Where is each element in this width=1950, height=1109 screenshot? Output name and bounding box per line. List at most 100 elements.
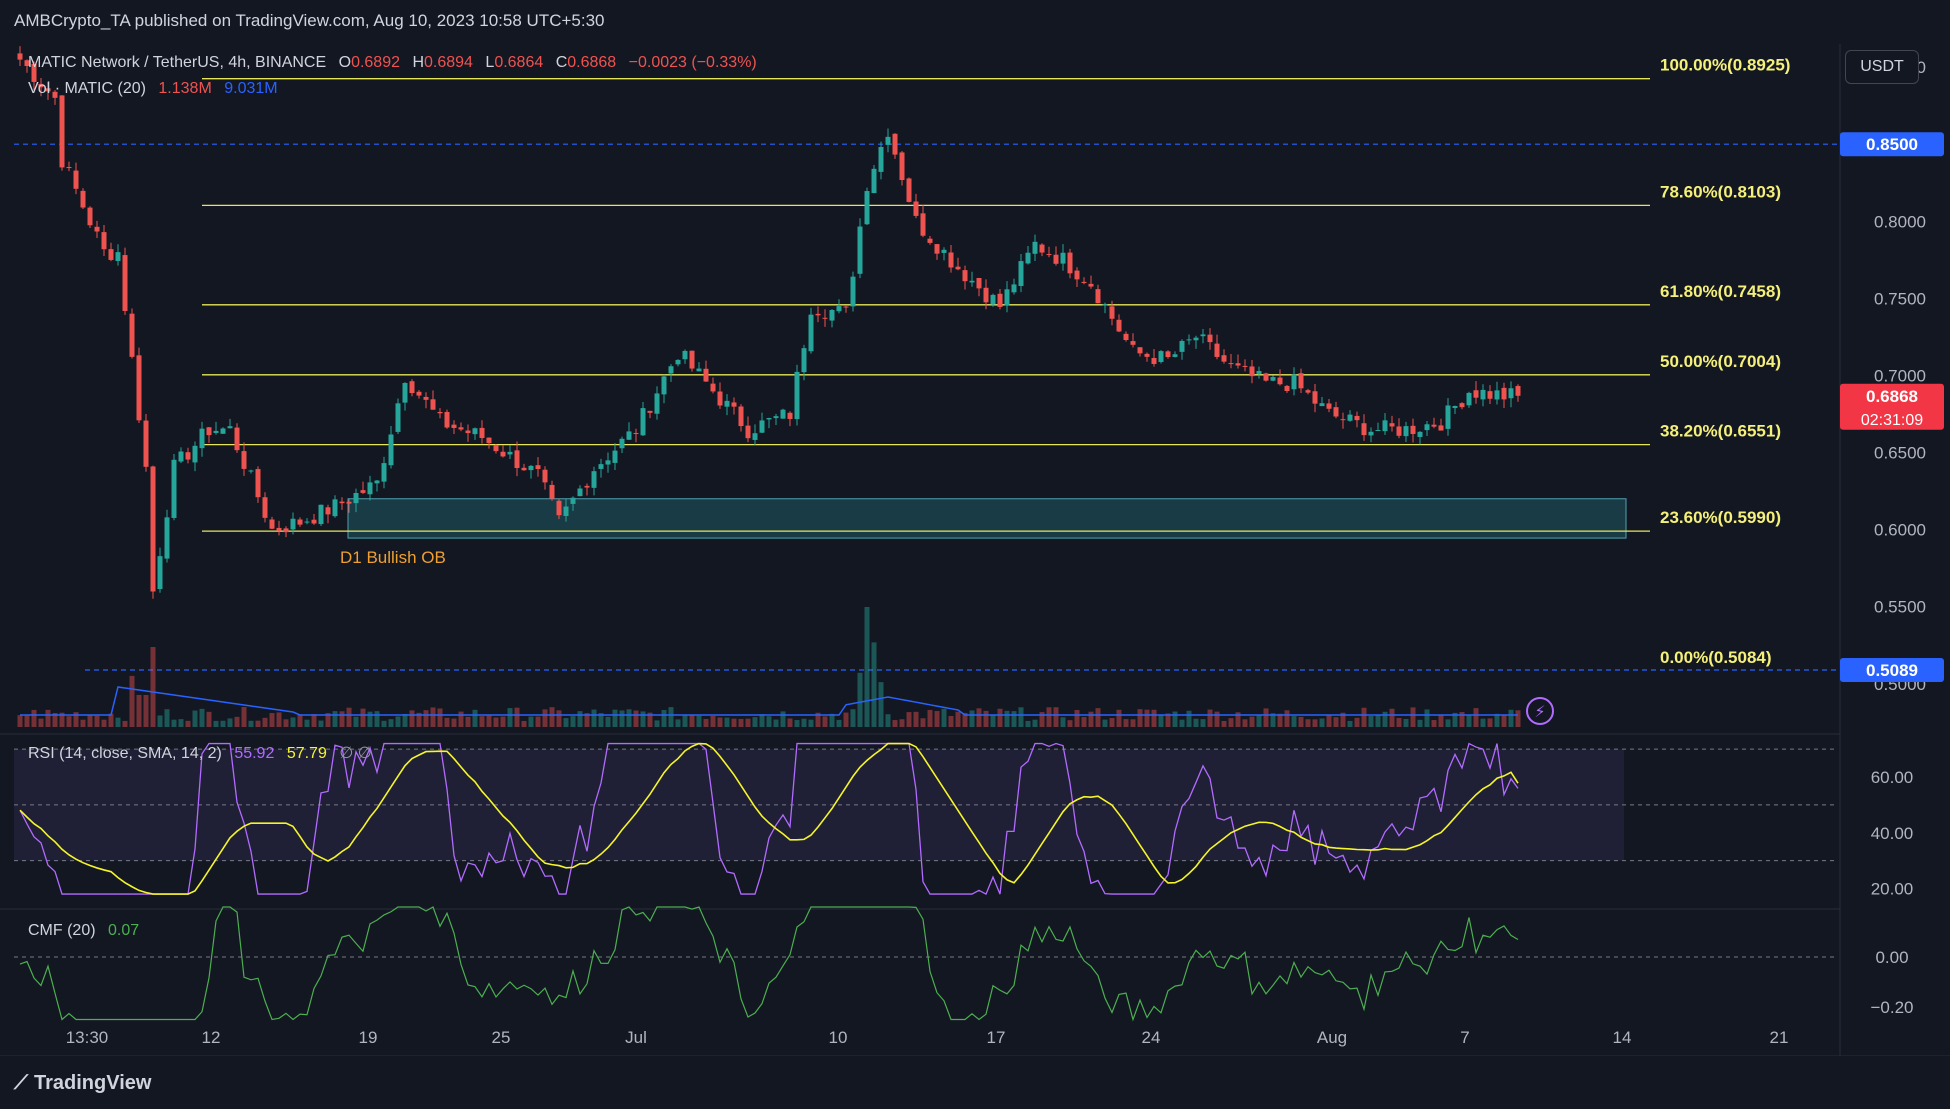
candle-body: [1354, 415, 1360, 421]
volume-bar: [892, 720, 898, 727]
candle-body: [192, 445, 198, 463]
volume-bar: [1179, 719, 1185, 727]
candle-body: [1095, 289, 1101, 304]
volume-bar: [283, 719, 289, 727]
volume-bar: [66, 716, 72, 727]
candle-body: [276, 527, 282, 531]
candle-body: [122, 255, 128, 311]
candle-body: [164, 517, 170, 559]
candle-body: [731, 402, 737, 407]
volume-bar: [1291, 716, 1297, 727]
open-value: 0.6892: [351, 54, 400, 71]
volume-bar: [1109, 718, 1115, 727]
volume-bar: [787, 718, 793, 727]
candle-body: [808, 314, 814, 352]
volume-bar: [1333, 717, 1339, 727]
candle-body: [388, 434, 394, 466]
volume-bar: [1284, 710, 1290, 727]
volume-bar: [1445, 719, 1451, 727]
candle-body: [1459, 403, 1465, 408]
low-label: L: [485, 54, 495, 71]
tradingview-logo[interactable]: ⟋ TradingView: [14, 1072, 151, 1095]
candle-body: [1123, 333, 1129, 341]
candle-body: [1480, 389, 1486, 400]
candle-body: [1410, 425, 1416, 434]
volume-bar: [157, 715, 163, 727]
candle-body: [269, 519, 275, 529]
candle-body: [1186, 339, 1192, 341]
volume-bar: [297, 714, 303, 727]
open-label: O: [338, 54, 352, 71]
candle-body: [94, 226, 100, 232]
volume-bar: [857, 672, 863, 727]
candle-body: [549, 484, 555, 499]
volume-bar: [626, 709, 632, 727]
volume-bar: [822, 716, 828, 727]
level-0850-tag: 0.8500: [1866, 135, 1918, 154]
candle-body: [1172, 354, 1178, 357]
candle-body: [381, 463, 387, 482]
currency-button[interactable]: USDT: [1845, 50, 1919, 84]
candle-body: [465, 430, 471, 434]
candle-body: [101, 232, 107, 250]
candle-body: [710, 383, 716, 392]
volume-bar: [1277, 713, 1283, 727]
volume-bar: [206, 711, 212, 727]
volume-bar: [423, 710, 429, 727]
candle-body: [1508, 388, 1514, 399]
candles: [17, 46, 1521, 599]
symbol-label: MATIC Network / TetherUS, 4h, BINANCE: [28, 54, 327, 71]
candle-body: [913, 201, 919, 216]
candle-body: [248, 470, 254, 472]
candle-body: [899, 152, 905, 181]
candle-body: [507, 451, 513, 455]
candle-body: [892, 133, 898, 155]
candle-body: [703, 368, 709, 382]
candle-body: [1487, 391, 1493, 399]
volume-bar: [381, 720, 387, 727]
candle-body: [1361, 423, 1367, 436]
candle-body: [1291, 374, 1297, 390]
volume-bar: [1053, 707, 1059, 727]
candle-body: [843, 306, 849, 308]
grid-lines: [0, 44, 1950, 1056]
price-tick-label: 0.8000: [1874, 212, 1926, 231]
volume-bar: [234, 716, 240, 727]
volume-bar: [1375, 715, 1381, 727]
candle-body: [1263, 373, 1269, 381]
volume-bar: [346, 707, 352, 727]
candle-body: [416, 391, 422, 396]
candle-body: [66, 166, 72, 169]
volume-bar: [577, 711, 583, 727]
volume-bar: [563, 718, 569, 727]
candle-body: [437, 411, 443, 414]
volume-bar: [675, 719, 681, 727]
candle-body: [1235, 363, 1241, 366]
candle-body: [1004, 289, 1010, 306]
candle-body: [1165, 351, 1171, 358]
volume-bar: [262, 717, 268, 727]
volume-bar: [255, 720, 261, 727]
price-chart[interactable]: D1 Bullish OB 100.00%(0.8925) 78.60%(0.81…: [0, 0, 1950, 1056]
volume-bar: [108, 713, 114, 727]
volume-legend: Vol · MATIC (20) 1.138M 9.031M: [28, 80, 286, 98]
candle-body: [45, 88, 51, 92]
candle-body: [325, 507, 331, 515]
volume-bar: [535, 716, 541, 727]
candle-body: [1221, 355, 1227, 362]
candle-body: [745, 425, 751, 439]
volume-bar: [640, 711, 646, 727]
fibonacci-levels: 100.00%(0.8925) 78.60%(0.8103) 61.80%(0.74…: [202, 56, 1790, 667]
volume-bar: [1424, 709, 1430, 727]
volume-bar: [199, 708, 205, 727]
candle-body: [1270, 377, 1276, 381]
flash-icon: ⚡: [1534, 702, 1545, 721]
candle-body: [787, 412, 793, 419]
candle-body: [556, 500, 562, 516]
candle-body: [675, 359, 681, 365]
volume-bar: [150, 647, 156, 727]
price-tick-label: 0.7000: [1874, 366, 1926, 385]
price-tick-label: 0.5500: [1874, 598, 1926, 617]
candle-body: [486, 437, 492, 444]
volume-bar: [605, 716, 611, 727]
